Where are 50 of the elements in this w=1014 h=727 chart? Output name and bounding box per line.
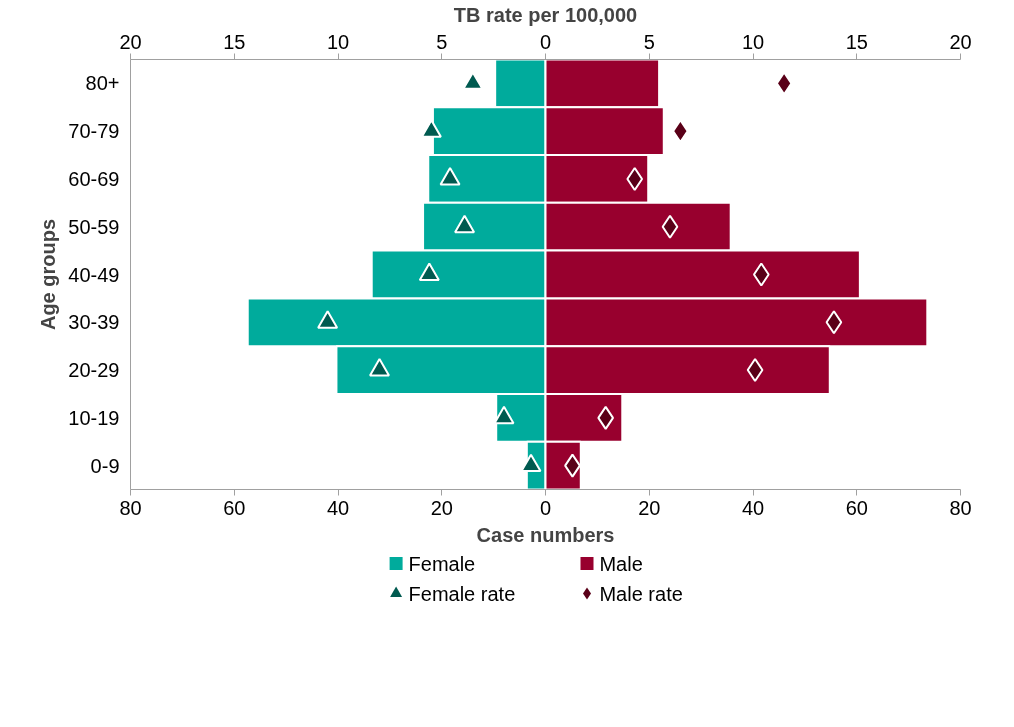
x-tick-label: 20 bbox=[638, 496, 661, 519]
x2-tick-label: 5 bbox=[436, 30, 448, 53]
x2-tick-label: 20 bbox=[949, 30, 972, 53]
point bbox=[317, 310, 339, 329]
legend-label: Male bbox=[599, 552, 643, 575]
x2-tick-label: 10 bbox=[741, 30, 765, 53]
x2-tick-label: 20 bbox=[119, 30, 142, 53]
point bbox=[626, 166, 644, 191]
x-tick-label: 0 bbox=[539, 496, 552, 519]
point bbox=[493, 405, 515, 425]
x-tick-label: 40 bbox=[326, 496, 350, 519]
x2-tick-label: 5 bbox=[643, 30, 655, 53]
x-tick-label: 60 bbox=[223, 496, 246, 519]
y-tick-label: 70-79 bbox=[68, 120, 120, 143]
point bbox=[746, 358, 764, 383]
y-tick-label: 80+ bbox=[85, 72, 120, 95]
x-axis-title: Case numbers bbox=[476, 523, 615, 546]
x2-tick-label: 15 bbox=[223, 30, 246, 53]
x-tick-label: 20 bbox=[430, 496, 453, 519]
y-tick-label: 30-39 bbox=[68, 311, 120, 334]
y-tick-label: 20-29 bbox=[68, 359, 120, 382]
legend-label: Female rate bbox=[408, 582, 516, 605]
point bbox=[520, 453, 542, 473]
x-tick-label: 80 bbox=[949, 496, 972, 519]
point bbox=[597, 405, 615, 430]
point bbox=[369, 358, 390, 377]
x2-tick-label: 0 bbox=[539, 30, 552, 53]
y-tick-label: 60-69 bbox=[68, 167, 120, 190]
point bbox=[462, 71, 484, 90]
y-tick-label: 50-59 bbox=[68, 215, 120, 238]
legend-label: Male rate bbox=[599, 582, 683, 605]
x-tick-label: 60 bbox=[845, 496, 868, 519]
point bbox=[661, 214, 679, 239]
y-tick-label: 10-19 bbox=[68, 406, 120, 429]
x-tick-label: 80 bbox=[119, 496, 142, 519]
point bbox=[454, 214, 476, 234]
x2-tick-label: 10 bbox=[326, 30, 350, 53]
legend-label: Female bbox=[408, 552, 476, 575]
point bbox=[420, 119, 442, 138]
point bbox=[752, 262, 770, 287]
point bbox=[439, 166, 461, 186]
x2-axis-title: TB rate per 100,000 bbox=[453, 3, 638, 26]
y-axis-title: Age groups bbox=[37, 218, 60, 331]
point bbox=[418, 262, 440, 281]
point bbox=[825, 310, 843, 335]
x2-tick-label: 15 bbox=[845, 30, 868, 53]
x-tick-label: 40 bbox=[741, 496, 765, 519]
point bbox=[775, 71, 793, 96]
y-tick-label: 0-9 bbox=[90, 454, 120, 477]
y-tick-label: 40-49 bbox=[68, 263, 120, 286]
